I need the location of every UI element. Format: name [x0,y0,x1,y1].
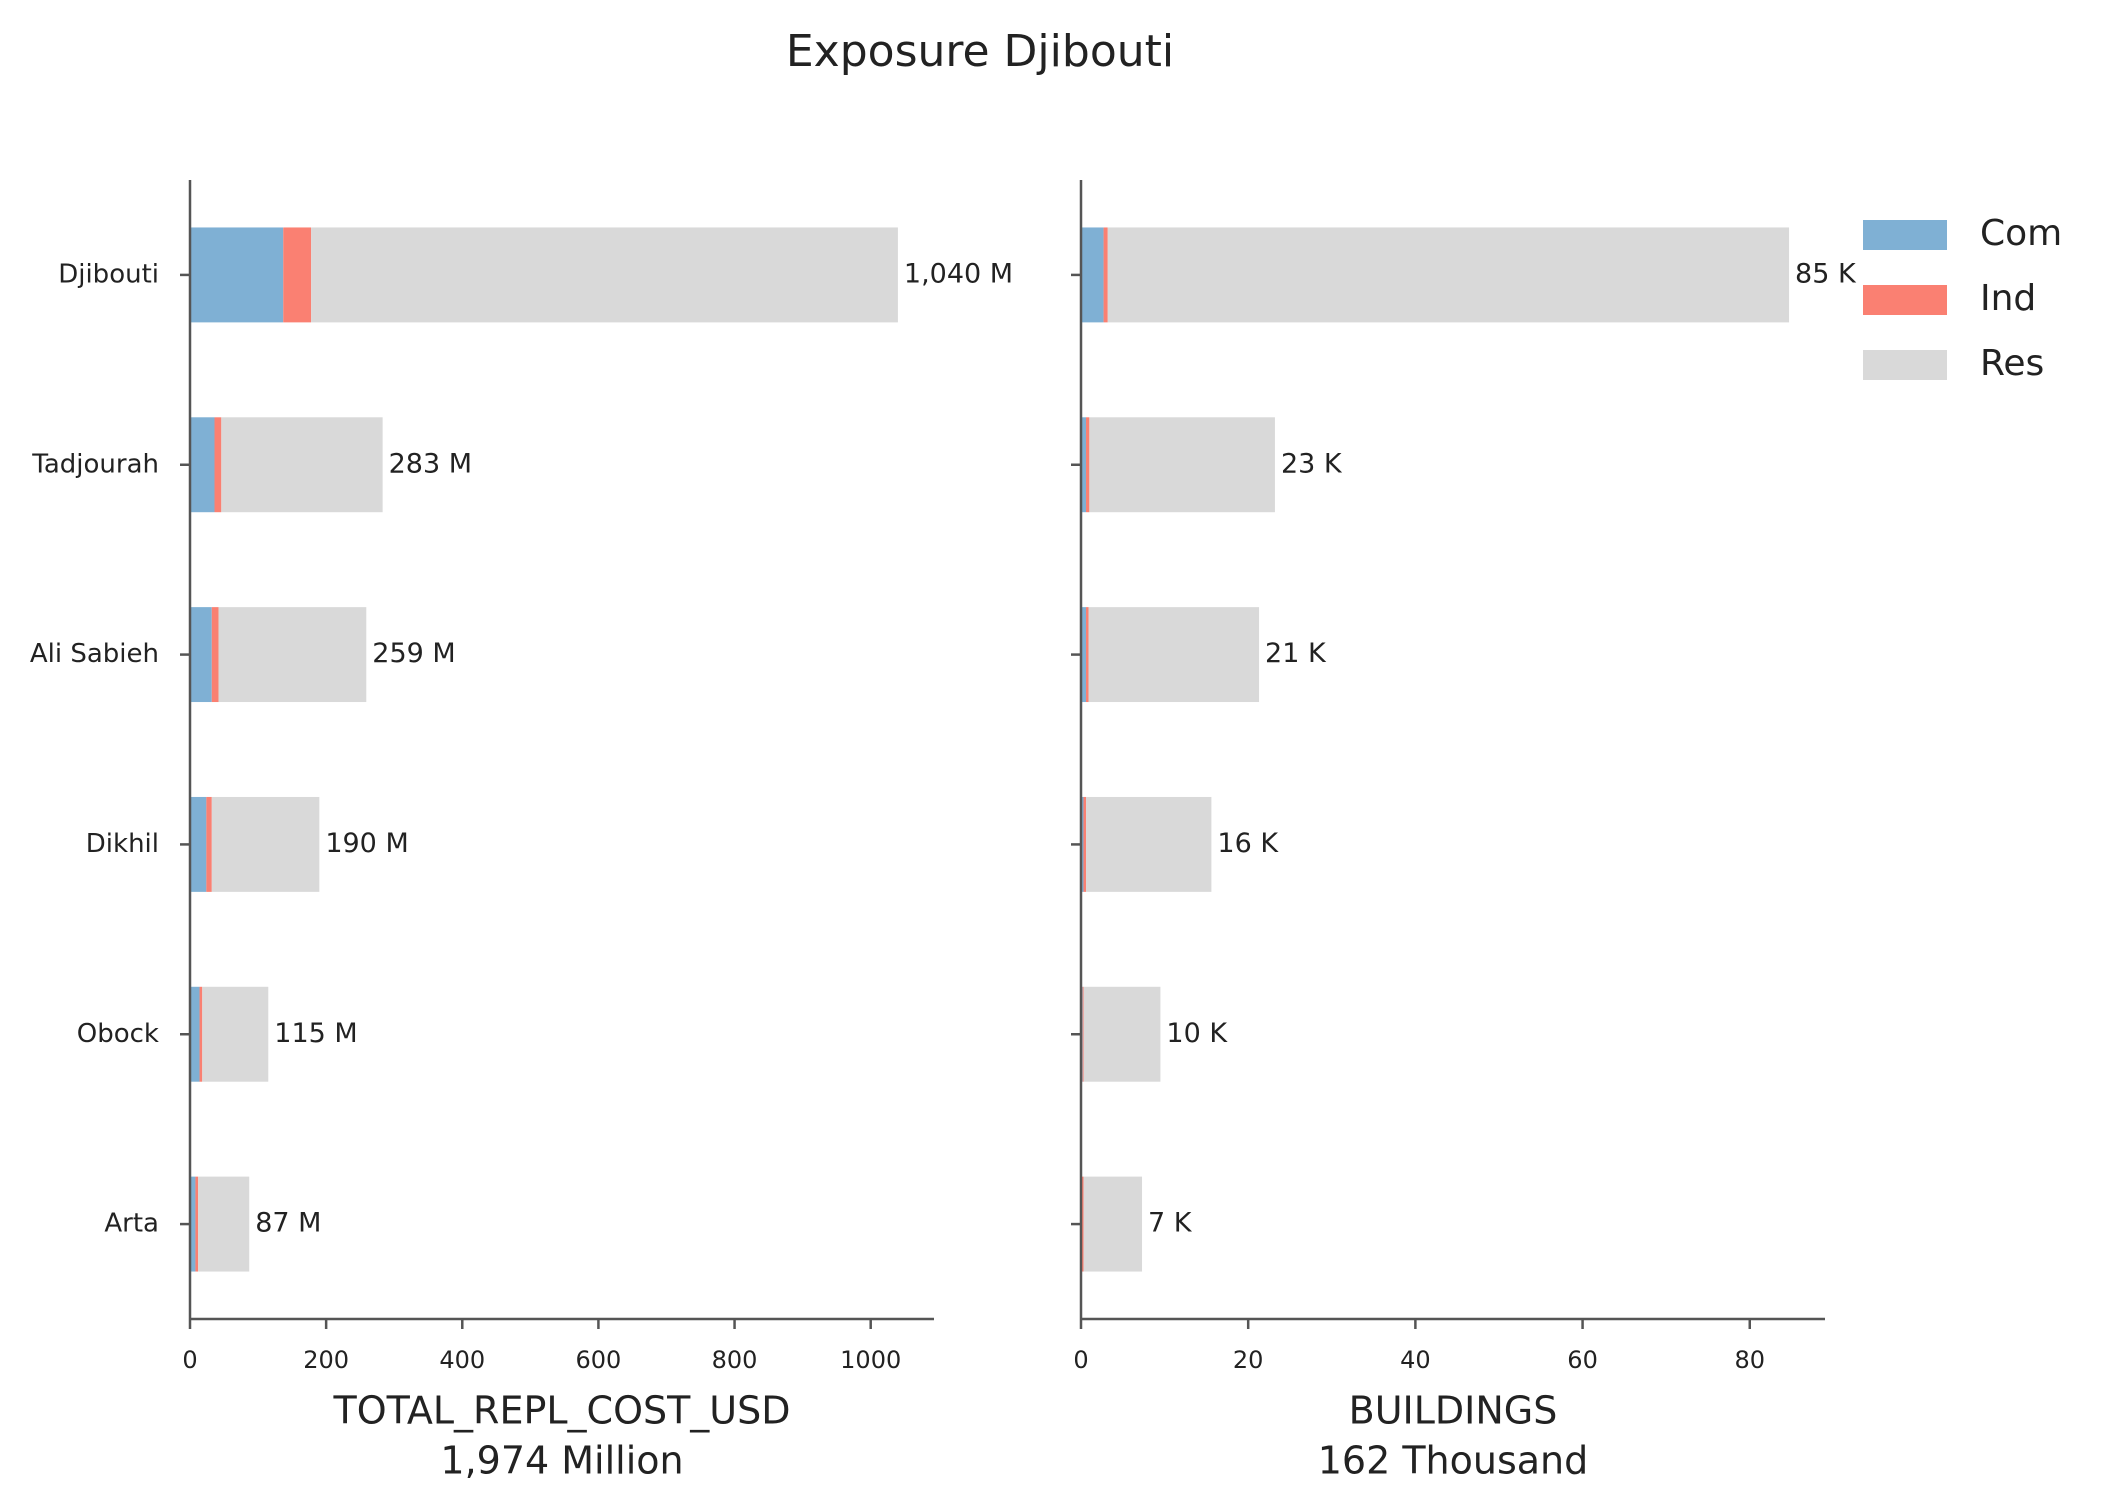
legend-swatch [1863,285,1947,315]
bar-segment [211,607,219,703]
y-tick-label: Tadjourah [31,449,159,479]
bar-segment [1083,986,1161,1082]
y-tick-label: Ali Sabieh [30,639,159,669]
bar-segment [1086,417,1090,513]
x-axis-label: TOTAL_REPL_COST_USD [332,1389,790,1433]
value-label: 21 K [1265,638,1327,669]
bar-segment [199,986,203,1082]
value-label: 7 K [1148,1208,1193,1239]
bar-segment [1088,607,1260,703]
bar-segment [190,227,284,323]
bar-segment [221,417,383,513]
bar-segment [190,1176,196,1272]
legend-label: Ind [1980,278,2036,319]
bar-segment [202,986,269,1082]
x-axis-subtitle: 162 Thousand [1318,1439,1589,1483]
x-tick-label: 0 [1073,1346,1088,1374]
bar-segment [1083,1176,1143,1272]
x-tick-label: 0 [182,1346,197,1374]
bar-segment [214,417,222,513]
x-axis-subtitle: 1,974 Million [440,1439,683,1483]
bar-segment [190,986,200,1082]
x-tick-label: 60 [1567,1346,1598,1374]
bar-segment [1083,796,1087,892]
y-tick-label: Obock [77,1019,159,1049]
bar-segment [1082,986,1084,1082]
bar-segment [1081,1176,1084,1272]
value-label: 87 M [255,1208,321,1239]
y-tick-label: Djibouti [58,259,159,289]
value-label: 115 M [274,1018,357,1049]
legend-label: Res [1980,343,2044,384]
value-label: 190 M [325,828,408,859]
bar-segment [1089,417,1275,513]
x-tick-label: 40 [1400,1346,1431,1374]
legend-swatch [1863,220,1947,250]
x-tick-label: 400 [439,1346,485,1374]
bar-segment [1081,796,1084,892]
value-label: 23 K [1281,448,1343,479]
bar-segment [218,607,367,703]
bar-segment [1107,227,1790,323]
bar-segment [190,417,215,513]
y-tick-label: Dikhil [86,829,159,859]
value-label: 283 M [389,448,472,479]
x-tick-label: 80 [1734,1346,1765,1374]
value-label: 1,040 M [904,258,1013,289]
bar-segment [1081,227,1104,323]
bar-segment [311,227,898,323]
y-tick-label: Arta [104,1209,159,1239]
bar-segment [198,1176,250,1272]
x-tick-label: 800 [712,1346,758,1374]
bar-segment [211,796,320,892]
bar-segment [1086,607,1089,703]
x-axis-label: BUILDINGS [1349,1389,1558,1433]
legend-label: Com [1980,213,2062,254]
x-tick-label: 20 [1233,1346,1264,1374]
bar-segment [1103,227,1108,323]
x-tick-label: 1000 [840,1346,901,1374]
value-label: 10 K [1166,1018,1228,1049]
value-label: 85 K [1795,258,1857,289]
bar-segment [1086,796,1212,892]
value-label: 259 M [372,638,455,669]
bar-segment [190,796,207,892]
bar-segment [190,607,212,703]
x-tick-label: 200 [303,1346,349,1374]
legend-swatch [1863,350,1947,380]
x-tick-label: 600 [576,1346,622,1374]
value-label: 16 K [1217,828,1279,859]
bar-segment [1081,417,1087,513]
figure-title: Exposure Djibouti [786,26,1174,77]
bar-segment [206,796,212,892]
bar-segment [283,227,312,323]
bar-segment [195,1176,199,1272]
bar-segment [1081,607,1087,703]
